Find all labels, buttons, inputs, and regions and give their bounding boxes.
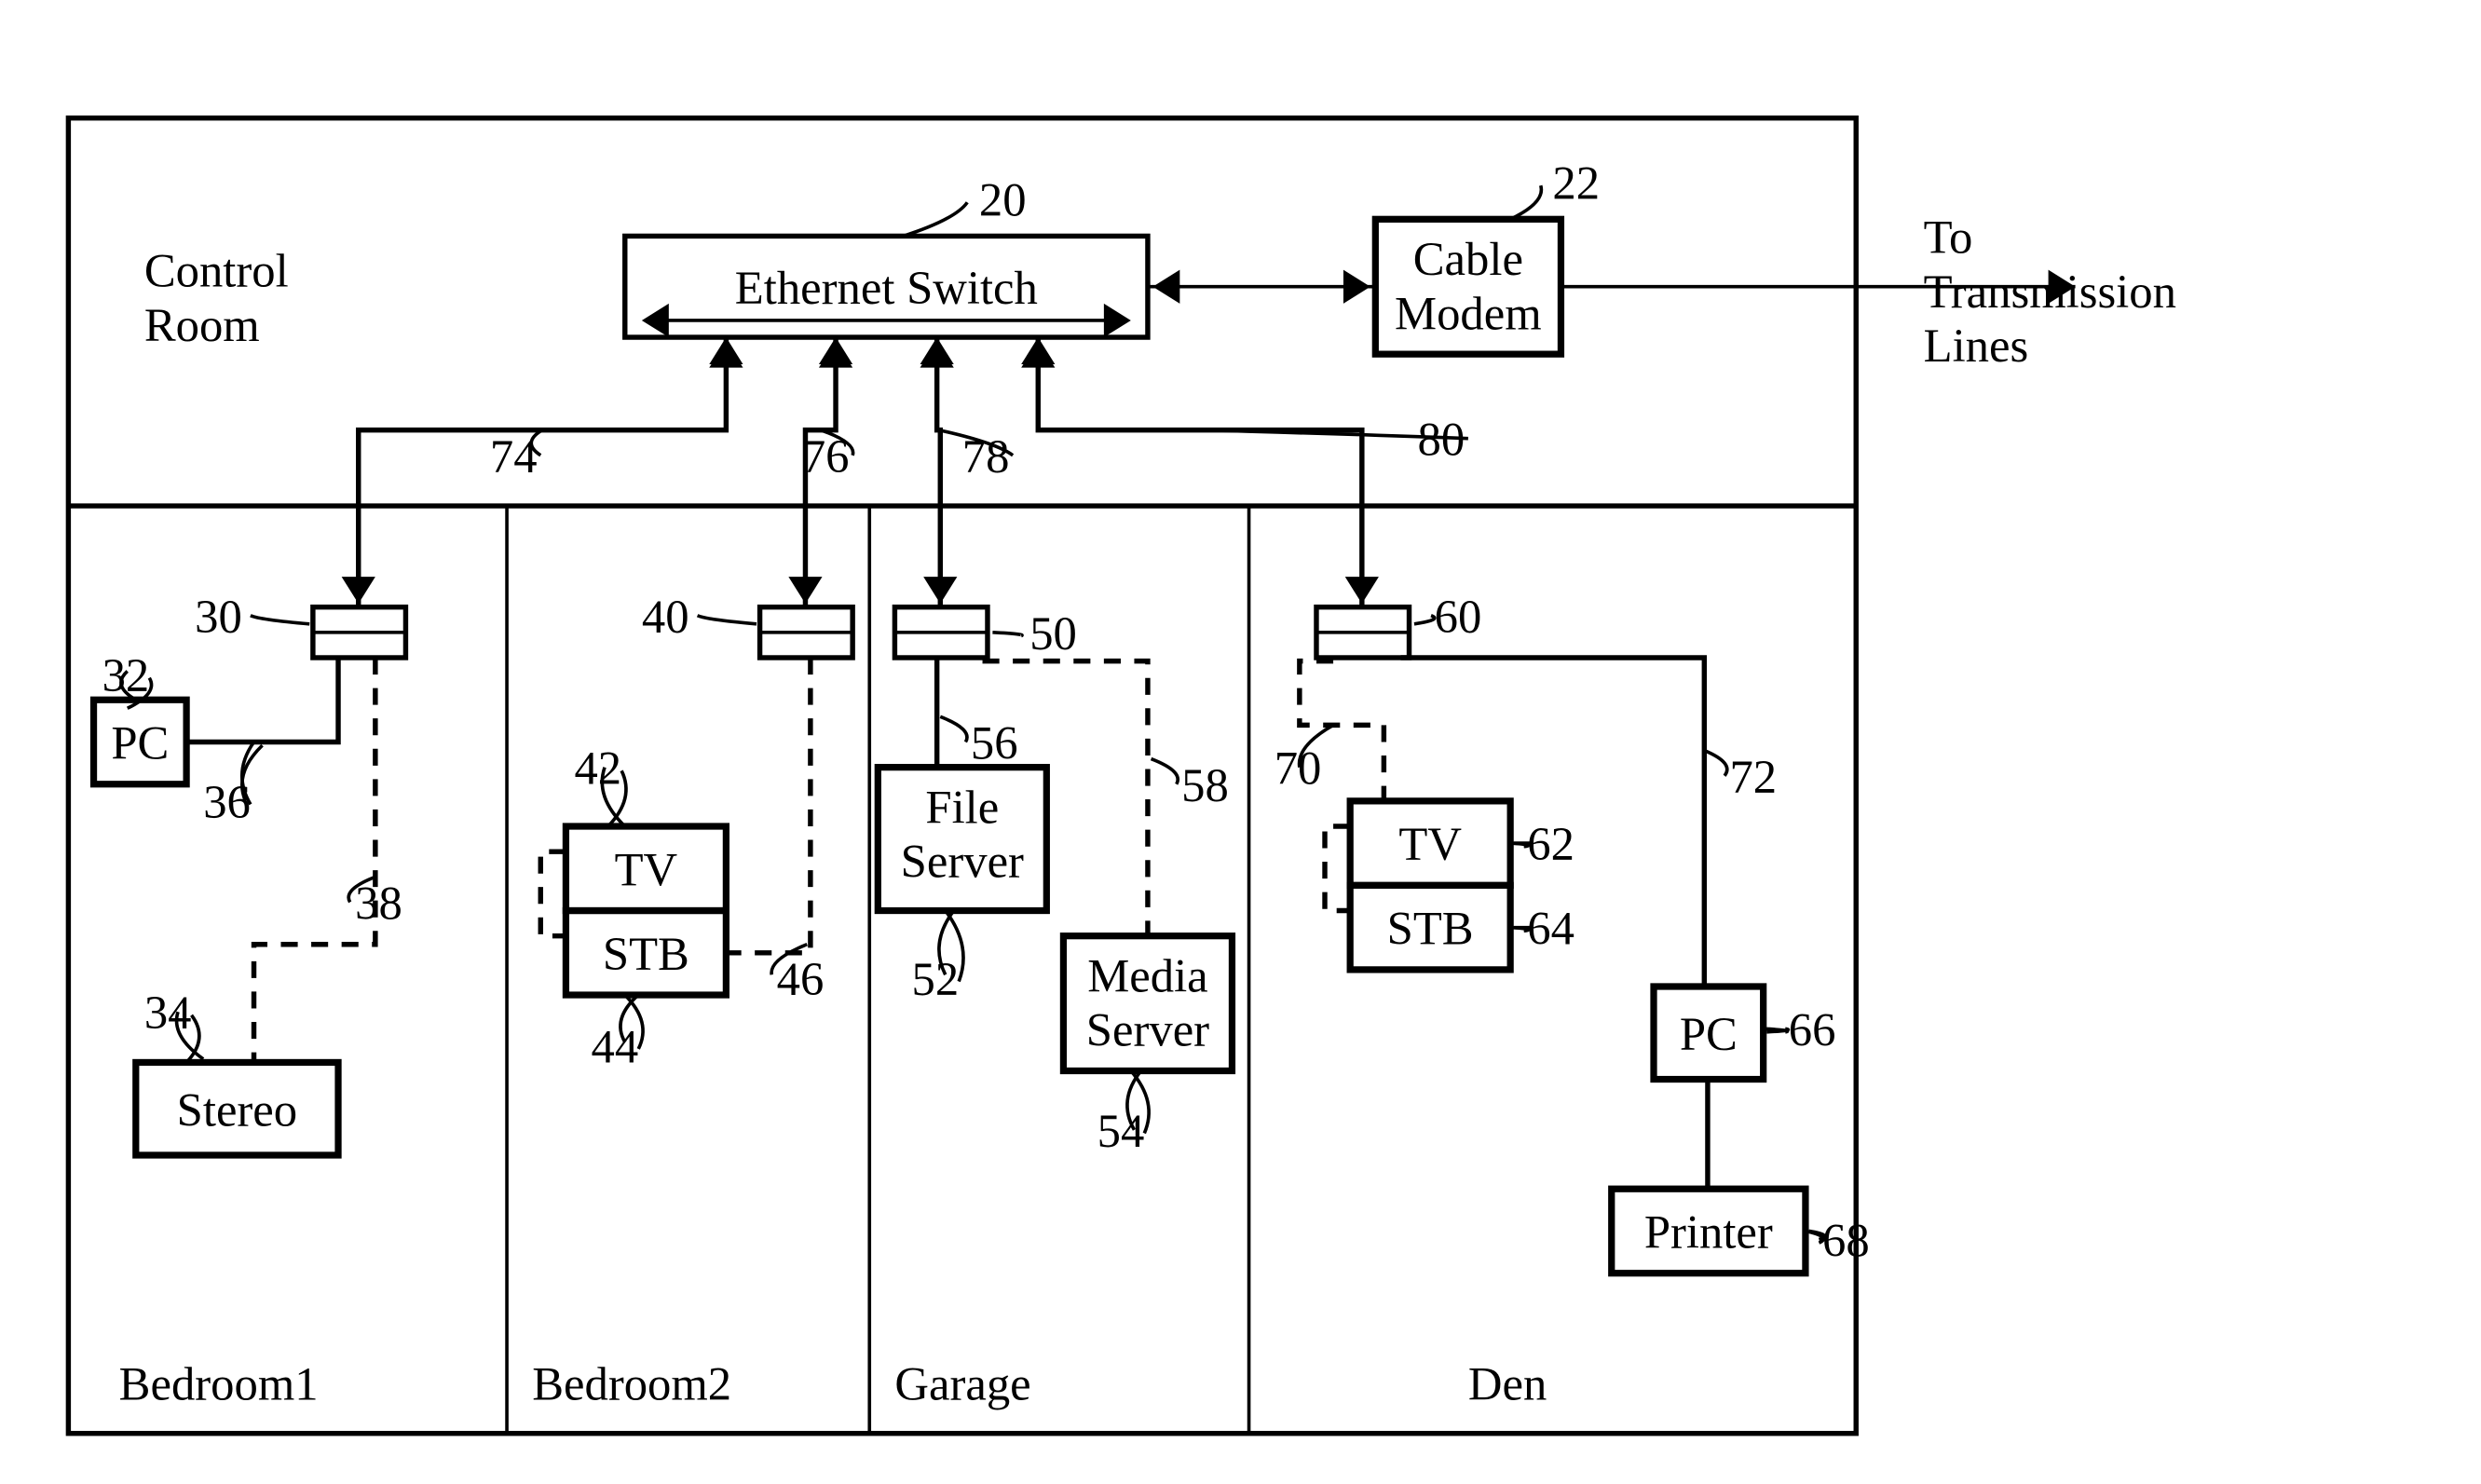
ref-62: 62 — [1527, 818, 1574, 870]
stb-label: STB — [1387, 903, 1474, 955]
ref-leader — [1510, 185, 1541, 219]
ref-54: 54 — [1097, 1105, 1145, 1157]
ref-leader — [1414, 616, 1435, 624]
printer-label: Printer — [1644, 1206, 1773, 1259]
link-36 — [186, 658, 338, 742]
control-room-label: Control — [144, 245, 289, 297]
ref-leader — [992, 633, 1022, 636]
ref-44: 44 — [592, 1020, 639, 1072]
garage-label: Garage — [894, 1357, 1030, 1409]
ref-leader — [251, 616, 309, 624]
link-38 — [254, 658, 375, 1062]
stb-label: STB — [603, 928, 689, 980]
ref-72: 72 — [1729, 751, 1777, 803]
control-room-label: Room — [144, 299, 260, 351]
ref-58: 58 — [1181, 759, 1229, 811]
ref-50: 50 — [1029, 607, 1077, 660]
bracket-bedroom2 — [540, 851, 566, 936]
ref-42: 42 — [574, 742, 621, 795]
file server-label: File — [925, 781, 999, 833]
ref-52: 52 — [912, 953, 960, 1005]
link-46 — [726, 658, 811, 953]
pc-label: PC — [111, 717, 169, 769]
cable-modem-label: Modem — [1395, 287, 1542, 339]
ref-74: 74 — [490, 430, 538, 483]
media server-label: Server — [1086, 1004, 1209, 1056]
ref-20: 20 — [979, 174, 1027, 226]
cable — [1038, 337, 1362, 607]
outer-frame — [68, 118, 1856, 1434]
ref-leader — [698, 616, 757, 624]
tv-label: TV — [1398, 818, 1462, 870]
media server-label: Media — [1087, 949, 1207, 1001]
file server-label: Server — [901, 836, 1024, 888]
ref-leader — [940, 716, 967, 742]
cable — [359, 337, 727, 607]
link-58 — [983, 661, 1148, 936]
ref-70: 70 — [1275, 742, 1322, 795]
bedroom1-label: Bedroom1 — [119, 1357, 319, 1409]
ref-68: 68 — [1822, 1215, 1870, 1267]
ref-leader — [1152, 759, 1179, 784]
ref-30: 30 — [195, 591, 242, 643]
stereo-label: Stereo — [177, 1083, 297, 1136]
bedroom2-label: Bedroom2 — [532, 1357, 731, 1409]
ref-leader — [903, 202, 967, 236]
bracket-den — [1325, 826, 1350, 911]
ref-60: 60 — [1435, 591, 1482, 643]
ref-22: 22 — [1552, 157, 1600, 210]
ethernet-switch-label: Ethernet Switch — [735, 262, 1038, 314]
external-label: To — [1924, 211, 1973, 264]
ref-46: 46 — [777, 953, 825, 1005]
den-label: Den — [1468, 1357, 1547, 1409]
ref-leader — [1704, 751, 1726, 776]
cable-modem-label: Cable — [1413, 233, 1523, 285]
ref-34: 34 — [144, 987, 192, 1039]
ref-38: 38 — [355, 878, 402, 930]
ref-64: 64 — [1527, 903, 1574, 955]
tv-label: TV — [615, 843, 678, 895]
external-label: Transmission — [1924, 265, 2176, 318]
ref-56: 56 — [971, 717, 1018, 769]
external-label: Lines — [1924, 320, 2029, 372]
cable — [937, 337, 941, 607]
ref-66: 66 — [1789, 1003, 1836, 1055]
ref-40: 40 — [642, 591, 689, 643]
pc-label: PC — [1680, 1008, 1738, 1060]
